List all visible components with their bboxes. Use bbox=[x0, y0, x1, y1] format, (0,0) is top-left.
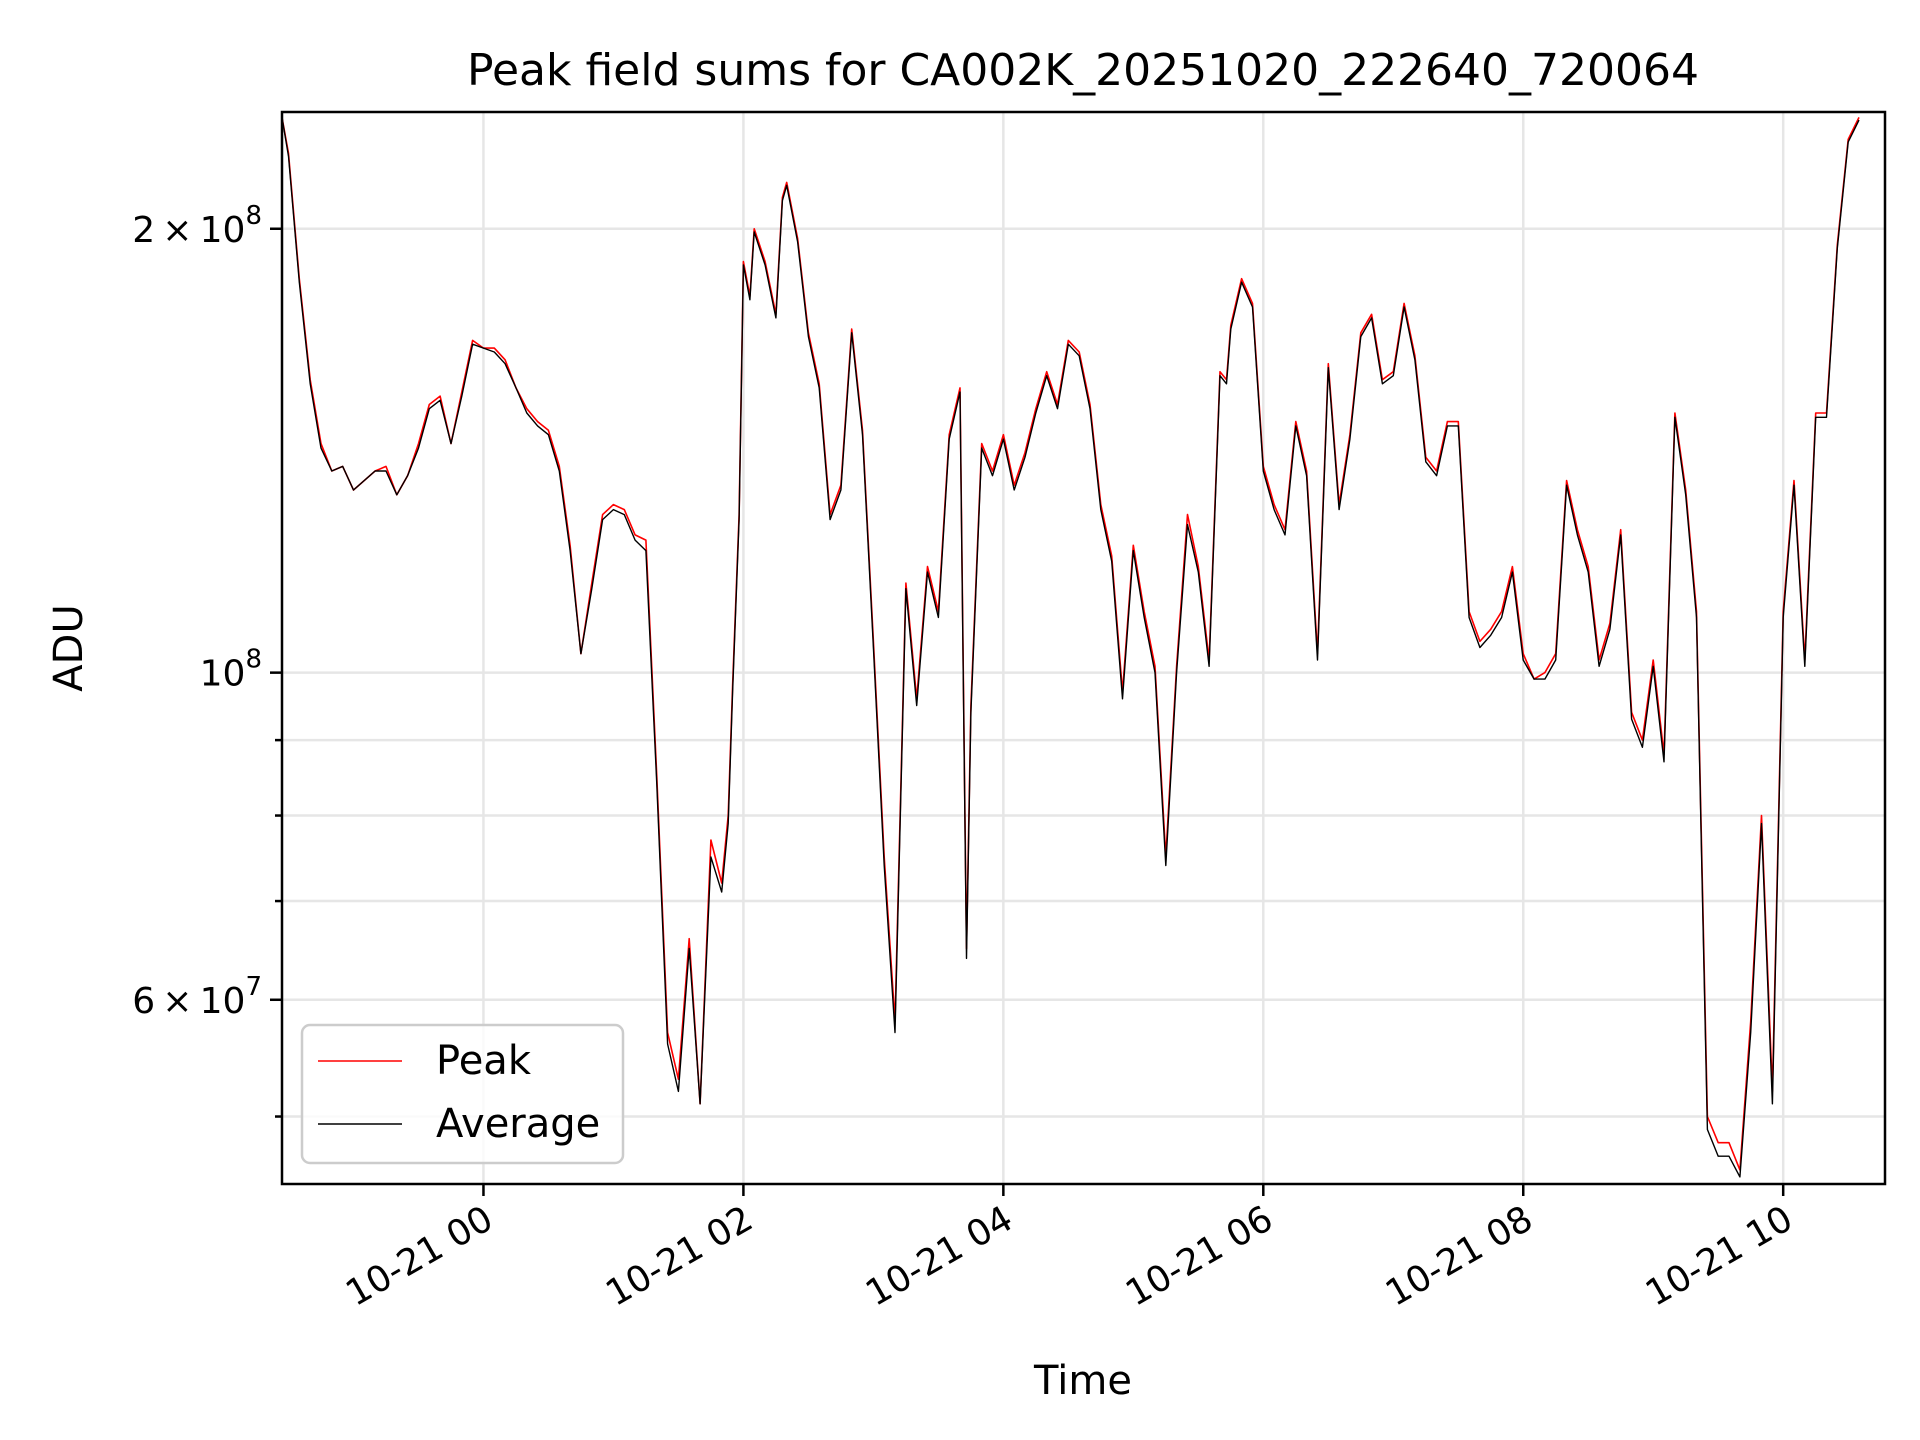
legend: Peak Average bbox=[300, 1023, 625, 1165]
series-line-average bbox=[282, 117, 1860, 1178]
y-tick-label: 2 × 108 bbox=[132, 201, 262, 251]
y-axis-ticks: 6 × 107 108 2 × 108 bbox=[132, 201, 282, 1118]
y-axis-label: ADU bbox=[46, 604, 92, 691]
x-axis-label: Time bbox=[1033, 1358, 1132, 1404]
chart-title: Peak field sums for CA002K_20251020_2226… bbox=[467, 45, 1699, 96]
series-line-peak bbox=[282, 117, 1860, 1171]
legend-peak-label: Peak bbox=[436, 1038, 532, 1084]
series-lines bbox=[282, 117, 1860, 1178]
y-tick-label: 108 bbox=[200, 645, 262, 695]
y-tick-label: 6 × 107 bbox=[132, 972, 262, 1022]
legend-box bbox=[300, 1023, 625, 1165]
legend-average-label: Average bbox=[436, 1101, 600, 1147]
plot-frame bbox=[280, 110, 1887, 1186]
